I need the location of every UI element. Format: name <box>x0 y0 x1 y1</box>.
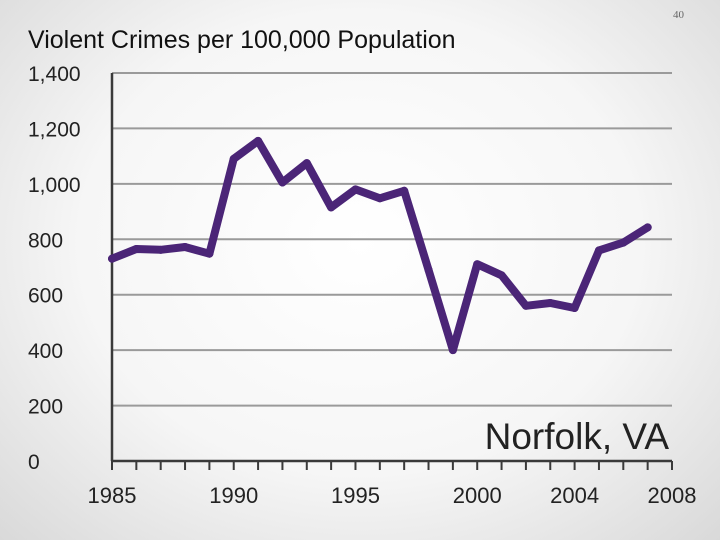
x-tick-label: 1990 <box>209 483 258 508</box>
y-tick-label: 200 <box>28 396 63 419</box>
data-point <box>302 159 311 168</box>
y-tick-label: 0 <box>28 451 40 474</box>
data-point <box>400 186 409 195</box>
data-point <box>594 246 603 255</box>
x-tick-label: 1985 <box>88 483 137 508</box>
data-point <box>181 243 190 252</box>
data-point <box>643 223 652 232</box>
gridlines <box>112 72 672 407</box>
data-point <box>570 304 579 313</box>
x-tick-label: 2008 <box>648 483 697 508</box>
data-point <box>156 245 165 254</box>
data-point <box>473 260 482 269</box>
x-tick-label: 1995 <box>331 483 380 508</box>
data-point <box>375 194 384 203</box>
data-point <box>229 154 238 163</box>
y-tick-label: 1,200 <box>28 118 81 141</box>
data-point <box>132 244 141 253</box>
x-tick-label: 2000 <box>453 483 502 508</box>
x-tick-label: 2004 <box>550 483 599 508</box>
data-point <box>546 299 555 308</box>
data-point <box>327 203 336 212</box>
series-line <box>108 136 652 355</box>
x-axis: 1985 1990 1995 2000 2004 2008 <box>88 73 697 508</box>
series-line-group <box>108 136 652 355</box>
y-tick-label: 1,400 <box>28 63 81 86</box>
data-point <box>497 271 506 280</box>
data-point <box>108 254 116 263</box>
data-point <box>424 265 433 274</box>
chart-annotation: Norfolk, VA <box>485 416 670 457</box>
data-point <box>278 178 287 187</box>
y-tick-label: 800 <box>28 229 63 252</box>
y-tick-label: 1,000 <box>28 174 81 197</box>
y-axis-tick-labels: 0 200 400 600 800 1,000 1,200 1,400 <box>28 63 81 474</box>
y-tick-label: 600 <box>28 285 63 308</box>
data-point <box>521 301 530 310</box>
slide-number: 40 <box>673 9 684 21</box>
y-tick-label: 400 <box>28 340 63 363</box>
data-point <box>351 185 360 194</box>
data-point <box>254 136 263 145</box>
data-point <box>205 249 214 258</box>
data-point <box>448 346 457 355</box>
chart-title: Violent Crimes per 100,000 Population <box>28 26 456 54</box>
data-point <box>619 238 628 247</box>
